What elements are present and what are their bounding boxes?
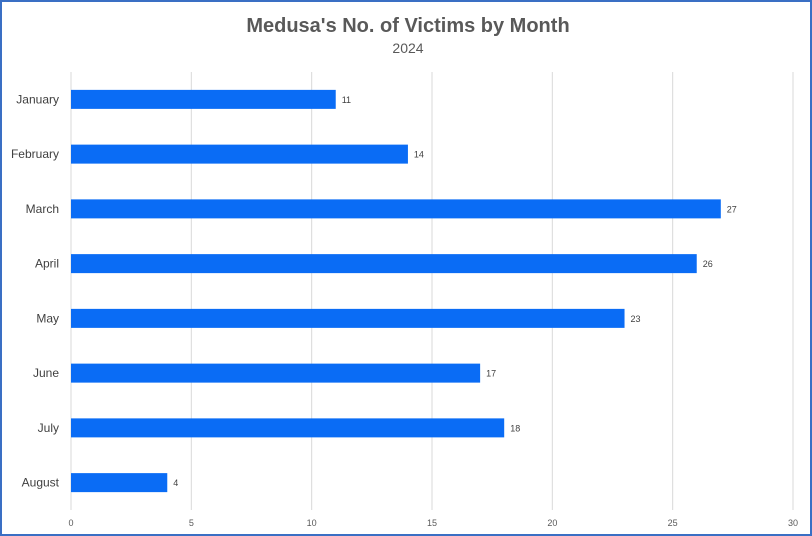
gridlines (70, 72, 794, 510)
category-label-july: July (38, 421, 59, 435)
data-label-march: 27 (727, 204, 737, 214)
bar-march (71, 199, 721, 219)
category-label-june: June (33, 366, 59, 380)
x-tick-label: 0 (68, 518, 73, 528)
category-labels: January February March April May June July Augu… (11, 92, 60, 489)
data-label-august: 4 (173, 478, 178, 488)
data-label-june: 17 (486, 369, 496, 379)
category-label-april: April (35, 257, 59, 271)
category-label-january: January (16, 92, 59, 106)
category-label-february: February (11, 147, 59, 161)
category-label-august: August (22, 476, 60, 490)
bar-january (71, 89, 336, 109)
bar-february (71, 144, 408, 164)
bar-july (71, 418, 505, 438)
data-label-july: 18 (510, 423, 520, 433)
category-label-may: May (36, 311, 59, 325)
x-tick-label: 5 (189, 518, 194, 528)
x-tick-label: 15 (427, 518, 437, 528)
x-tick-label: 10 (307, 518, 317, 528)
data-label-february: 14 (414, 150, 424, 160)
x-tick-label: 30 (788, 518, 798, 528)
bar-august (71, 473, 168, 493)
chart-subtitle: 2024 (392, 40, 423, 56)
data-label-april: 26 (703, 259, 713, 269)
category-label-march: March (26, 202, 59, 216)
chart-title: Medusa's No. of Victims by Month (246, 15, 569, 37)
data-labels: 11 14 27 26 23 17 18 4 (173, 95, 737, 488)
bar-may (71, 308, 625, 328)
x-tick-label: 25 (668, 518, 678, 528)
x-tick-label: 20 (547, 518, 557, 528)
data-label-may: 23 (631, 314, 641, 324)
bars (71, 89, 721, 493)
bar-june (71, 363, 481, 383)
x-tick-labels: 0 5 10 15 20 25 30 (68, 518, 798, 528)
bar-april (71, 254, 697, 274)
data-label-january: 11 (342, 95, 351, 105)
